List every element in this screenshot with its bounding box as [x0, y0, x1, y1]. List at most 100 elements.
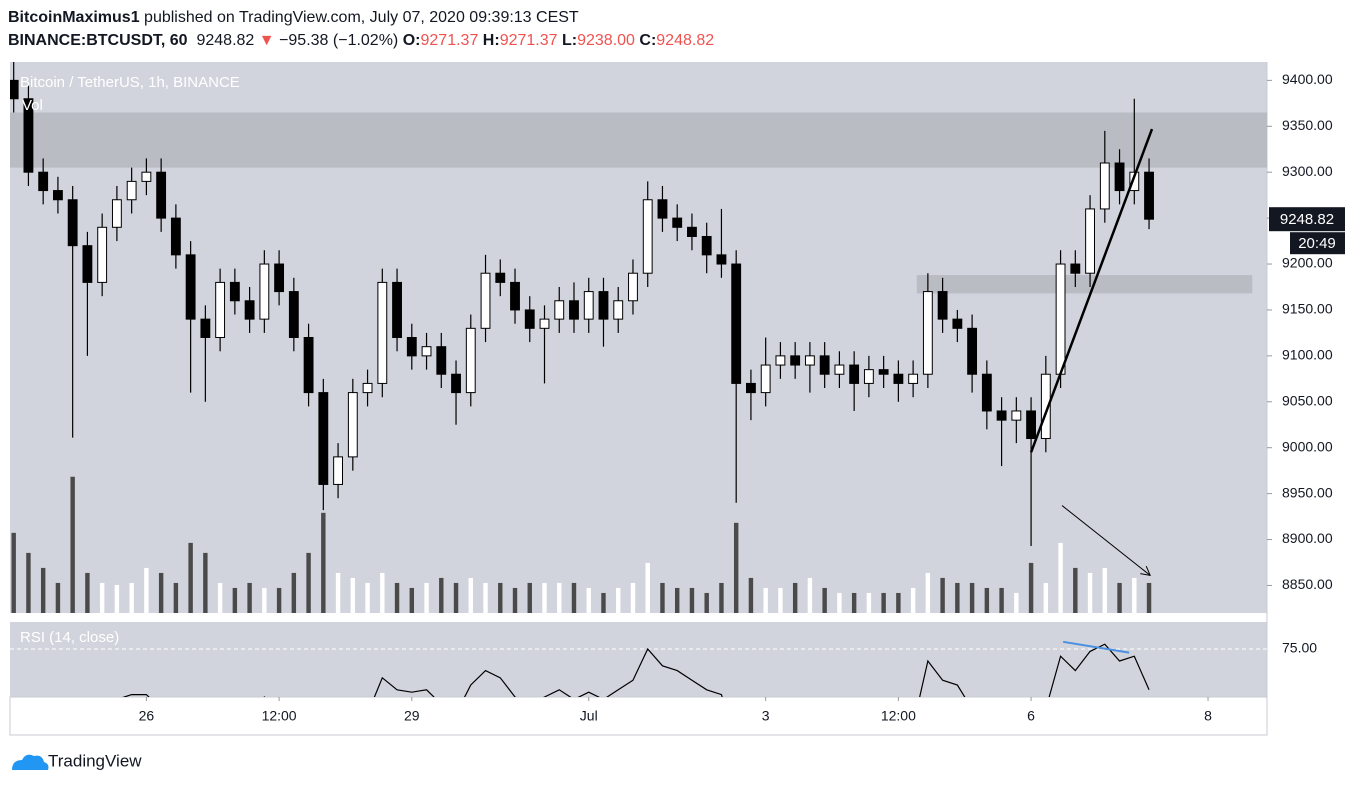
volume-bar [630, 582, 636, 613]
candle-body [524, 309, 535, 329]
candle-body [701, 235, 712, 256]
volume-bar [291, 572, 297, 613]
volume-bar [11, 532, 16, 613]
chart-title: Bitcoin / TetherUS, 1h, BINANCE [20, 74, 240, 91]
logo-icon [12, 754, 49, 770]
volume-bar [704, 592, 709, 613]
y-tick-label: 9400.00 [1282, 71, 1333, 87]
rsi-line [122, 643, 1150, 697]
candle-body [495, 272, 506, 283]
candle-body [539, 318, 550, 329]
candle-body [893, 373, 904, 384]
volume-bar [689, 587, 695, 613]
volume-bar [129, 582, 134, 613]
volume-bar [203, 552, 208, 613]
volume-bar [439, 577, 444, 613]
volume-bar [719, 582, 724, 613]
rsi-pane [10, 622, 1267, 697]
zone [916, 275, 1253, 294]
candle-body [82, 245, 93, 283]
volume-bar [1043, 582, 1049, 613]
volume-bar [1014, 592, 1019, 613]
x-tick-label: 8 [1204, 708, 1212, 724]
h-label: H: [482, 32, 500, 49]
candle-body [775, 355, 786, 366]
zone [10, 112, 1267, 168]
y-tick-label: 8950.00 [1282, 484, 1333, 500]
candle-body [185, 254, 196, 320]
countdown-label: 20:49 [1298, 235, 1336, 252]
volume-bar [674, 587, 680, 613]
volume-bar [527, 582, 532, 613]
candle-body [10, 79, 19, 100]
volume-bar [660, 582, 665, 613]
volume-bar [837, 592, 842, 613]
rsi-plot [10, 640, 1267, 697]
volume-bar [910, 587, 916, 613]
volume-bar [866, 592, 872, 613]
candle-body [863, 369, 874, 384]
candle-body [1099, 162, 1110, 210]
publisher: BitcoinMaximus1 [8, 9, 140, 26]
volume-bar [733, 522, 739, 613]
x-tick-label: 6 [1027, 708, 1035, 724]
y-tick-label: 9000.00 [1282, 438, 1333, 454]
volume-bar [144, 567, 149, 613]
candle-body [52, 190, 63, 201]
publish-line: BitcoinMaximus1 published on TradingView… [8, 6, 714, 29]
candle-body [613, 300, 624, 320]
candle-body [834, 364, 845, 375]
arrow-head [1140, 565, 1151, 576]
volume-bar [188, 542, 193, 613]
candle-body [1026, 410, 1037, 440]
volume-bar [601, 592, 606, 613]
candle-body [952, 318, 963, 329]
volume-bar [763, 587, 768, 613]
candle-body [215, 281, 226, 338]
logo-text: TradingView [48, 751, 142, 770]
volume-bar [306, 552, 311, 613]
candle-body [141, 171, 152, 182]
candle-body [1011, 410, 1022, 421]
candle-body [598, 291, 609, 320]
volume-bar [984, 587, 990, 613]
volume-bar [365, 582, 370, 613]
candle-body [318, 392, 329, 485]
candle-body [156, 171, 167, 219]
l-label: L: [561, 32, 578, 49]
volume-bar [85, 572, 90, 613]
candle-body [244, 300, 255, 320]
volume-bar [468, 577, 473, 613]
y-tick-label: 9050.00 [1282, 392, 1333, 408]
volume-bar [217, 582, 223, 613]
candle-body [554, 300, 565, 320]
candle-body [67, 199, 78, 247]
volume-bar [55, 582, 61, 613]
candle-body [1114, 162, 1125, 192]
volume-bar [851, 592, 857, 613]
volume-bar [70, 476, 75, 613]
volume-bar [380, 572, 385, 613]
arrow: ▼ [258, 32, 275, 49]
candle-body [377, 281, 388, 384]
volume-bar [99, 582, 105, 613]
trend-line [1029, 128, 1154, 453]
volume-legend: Vol [22, 97, 43, 114]
volume-bar [335, 572, 341, 613]
x-tick-label: 12:00 [881, 708, 916, 724]
main-plot [10, 62, 1267, 613]
volume-bar [1102, 567, 1108, 613]
volume-bar [969, 582, 975, 613]
last: 9248.82 [196, 32, 255, 49]
candle-body [716, 254, 727, 265]
volume-bar [512, 587, 518, 613]
volume-bar [483, 582, 488, 613]
volume-bar [262, 587, 267, 613]
candle-body [1070, 263, 1081, 274]
volume-bar [925, 572, 931, 613]
candle-body [819, 355, 830, 375]
candle-body [465, 327, 476, 394]
candle-body [937, 291, 948, 320]
rsi-legend: RSI (14, close) [20, 629, 119, 646]
